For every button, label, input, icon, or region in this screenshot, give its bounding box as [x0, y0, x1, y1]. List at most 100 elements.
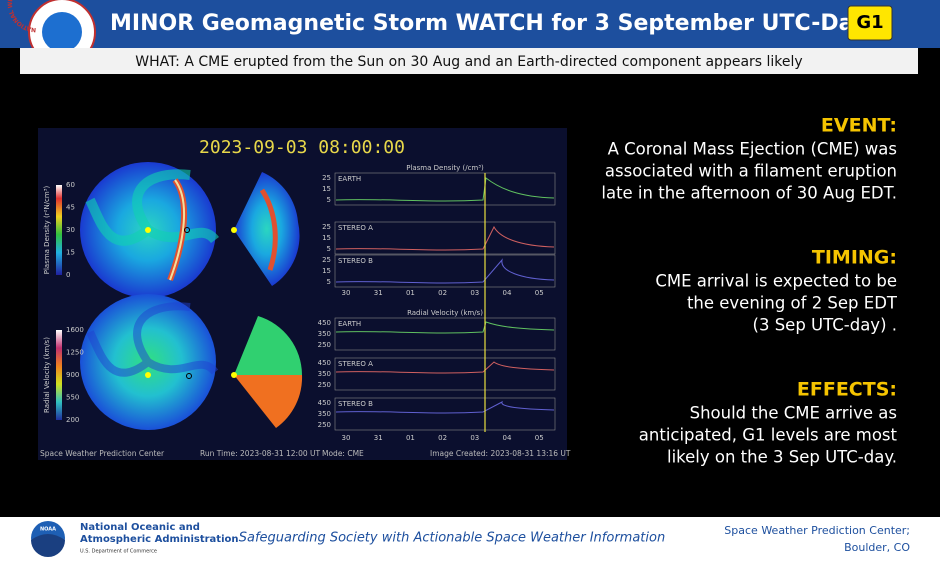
y-tick-label: 15	[322, 234, 331, 242]
panel-label: STEREO A	[338, 360, 373, 368]
density-colorbar-label: Plasma Density (r²N/cm³)	[43, 185, 51, 274]
section-line: Should the CME arrive as	[690, 404, 897, 423]
y-tick-label: 350	[318, 370, 331, 378]
y-tick-label: 5	[327, 196, 331, 204]
y-tick-label: 350	[318, 330, 331, 338]
header-bar	[0, 0, 940, 48]
y-tick-label: 250	[318, 381, 331, 389]
panel-label: EARTH	[338, 320, 361, 328]
y-tick-label: 25	[322, 256, 331, 264]
badge-text: G1	[856, 12, 883, 33]
section-line: likely on the 3 Sep UTC-day.	[667, 448, 897, 467]
timestamp: 2023-09-03 08:00:00	[199, 137, 405, 158]
subtitle-bar	[20, 48, 918, 74]
y-tick-label: 350	[318, 410, 331, 418]
date-tick-label: 04	[503, 434, 512, 442]
y-tick-label: 5	[327, 245, 331, 253]
velocity-wedge-sun	[231, 372, 237, 378]
y-tick-label: 450	[318, 319, 331, 327]
density-plot-title: Plasma Density (/cm³)	[406, 164, 484, 172]
plot-curve	[335, 258, 555, 284]
velocity-plot-title: Radial Velocity (km/s)	[407, 309, 483, 317]
colorbar-tick-label: 30	[66, 226, 75, 234]
model-footer-text: Image Created: 2023-08-31 13:16 UT	[430, 449, 571, 458]
panel-label: STEREO A	[338, 224, 373, 232]
date-tick-label: 01	[406, 434, 415, 442]
footer-bar	[0, 517, 940, 562]
date-tick-label: 05	[535, 434, 544, 442]
y-tick-label: 450	[318, 359, 331, 367]
velocity-earth	[186, 373, 192, 379]
noaa-logo-wave	[31, 534, 65, 557]
title: MINOR Geomagnetic Storm WATCH for 3 Sept…	[110, 11, 867, 36]
y-tick-label: 15	[322, 185, 331, 193]
badge	[847, 5, 893, 41]
model-footer-text: Space Weather Prediction Center	[40, 449, 165, 458]
department: U.S. Department of Commerce	[80, 549, 157, 555]
velocity-wedge-top	[234, 316, 302, 375]
colorbar-tick-label: 900	[66, 371, 79, 379]
noaa-logo-text: NOAA	[40, 527, 56, 533]
colorbar-tick-label: 45	[66, 204, 75, 212]
panel-label: STEREO B	[338, 400, 373, 408]
y-tick-label: 15	[322, 267, 331, 275]
y-tick-label: 25	[322, 223, 331, 231]
date-tick-label: 31	[374, 434, 383, 442]
plot-curve	[335, 225, 555, 251]
date-tick-label: 02	[438, 434, 447, 442]
colorbar-tick-label: 550	[66, 394, 79, 402]
y-tick-label: 250	[318, 341, 331, 349]
colorbar-tick-label: 60	[66, 181, 75, 189]
date-tick-label: 02	[438, 289, 447, 297]
colorbar-tick-label: 200	[66, 416, 79, 424]
colorbar-tick-label: 1250	[66, 349, 84, 357]
description: EVENT: A Coronal Mass Ejection (CME) was a…	[601, 115, 898, 467]
velocity-wedge-bottom	[234, 375, 303, 428]
spiral	[85, 169, 219, 246]
model-footer-text: Mode: CME	[322, 449, 364, 458]
density-colorbar	[56, 185, 62, 275]
y-tick-label: 25	[322, 174, 331, 182]
plot-panel	[334, 357, 556, 391]
plot-curve	[335, 321, 555, 334]
plot-panel	[334, 254, 556, 288]
date-tick-label: 30	[342, 289, 351, 297]
section-line: associated with a filament eruption	[605, 162, 897, 181]
velocity-sun	[145, 372, 151, 378]
earth	[184, 227, 190, 233]
date-tick-label: 03	[470, 289, 479, 297]
plot-curve	[335, 361, 555, 374]
date-tick-label: 04	[503, 289, 512, 297]
center-line: Boulder, CO	[844, 541, 910, 554]
wedge-cme	[259, 188, 278, 271]
panel-label: EARTH	[338, 175, 361, 183]
plot-panel	[334, 317, 556, 351]
tagline: Safeguarding Society with Actionable Spa…	[239, 531, 665, 546]
cme-core	[169, 179, 185, 281]
velocity-colorbar	[56, 330, 62, 420]
section-heading: EVENT:	[821, 115, 897, 137]
plot-panel	[334, 172, 556, 206]
y-tick-label: 450	[318, 399, 331, 407]
date-tick-label: 30	[342, 434, 351, 442]
section-line: CME arrival is expected to be	[655, 272, 897, 291]
date-tick-label: 03	[470, 434, 479, 442]
nws-logo-inner	[42, 12, 82, 52]
agency-line: National Oceanic and	[80, 522, 200, 533]
center-line: Space Weather Prediction Center;	[724, 524, 910, 537]
section-heading: TIMING:	[812, 247, 897, 269]
colorbar-tick-label: 0	[66, 271, 70, 279]
sun	[145, 227, 151, 233]
section-heading: EFFECTS:	[797, 379, 897, 401]
plot-panel	[334, 397, 556, 431]
y-tick-label: 5	[327, 278, 331, 286]
date-tick-label: 01	[406, 289, 415, 297]
wedge-sun	[231, 227, 237, 233]
velocity-spiral	[86, 302, 219, 377]
section-line: anticipated, G1 levels are most	[639, 426, 898, 445]
model-footer-text: Run Time: 2023-08-31 12:00 UT	[200, 449, 320, 458]
section-line: late in the afternoon of 30 Aug EDT.	[601, 184, 897, 203]
plot-panel	[334, 221, 556, 255]
